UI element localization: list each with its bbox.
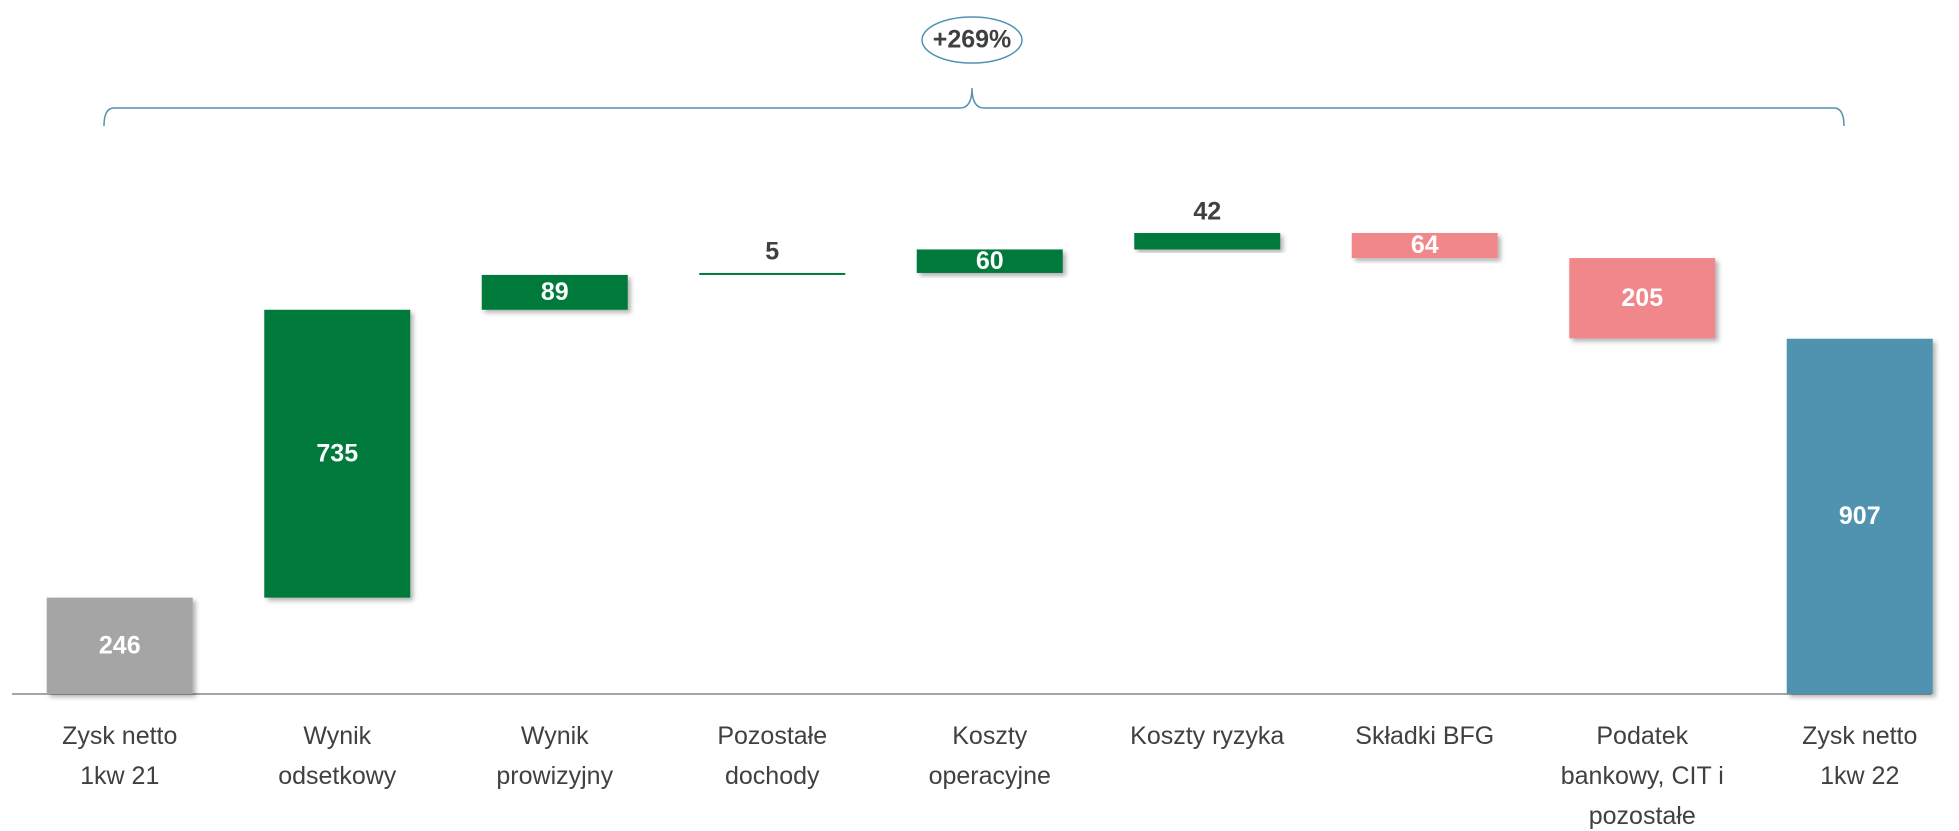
bar [1134, 233, 1281, 250]
x-tick-label: Zysk netto 1kw 22 [1802, 722, 1918, 790]
x-tick-label: Wynik prowizyjny [496, 722, 614, 790]
bar [916, 249, 1063, 273]
x-tick-label: Wynik odsetkowy [278, 722, 397, 790]
data-label: 735 [316, 439, 358, 467]
x-tick-label: Podatek bankowy, CIT i pozostałe [1560, 722, 1724, 830]
x-tick-label: Zysk netto 1kw 21 [62, 722, 178, 790]
bar [1351, 233, 1498, 259]
brace [103, 87, 1845, 127]
annotation-oval [921, 16, 1023, 64]
bar [46, 597, 193, 694]
data-label: 205 [1621, 284, 1663, 312]
bar [264, 309, 411, 598]
x-tick-label: Pozostałe dochody [717, 722, 828, 790]
annotation: +269% [933, 26, 1012, 54]
data-label: 246 [99, 631, 141, 659]
x-tick-label: Składki BFG [1355, 722, 1495, 750]
bar [1569, 258, 1716, 339]
x-tick-label: Koszty operacyjne [928, 722, 1051, 790]
data-label: 89 [541, 278, 569, 306]
x-tick-label: Koszty ryzyka [1130, 722, 1285, 750]
bar [481, 274, 628, 310]
data-label: 5 [765, 238, 779, 266]
bar [1786, 338, 1933, 694]
bar [699, 272, 846, 275]
data-label: 907 [1839, 502, 1881, 530]
data-label: 42 [1193, 198, 1221, 226]
data-label: 64 [1411, 231, 1439, 259]
data-label: 60 [976, 247, 1004, 275]
